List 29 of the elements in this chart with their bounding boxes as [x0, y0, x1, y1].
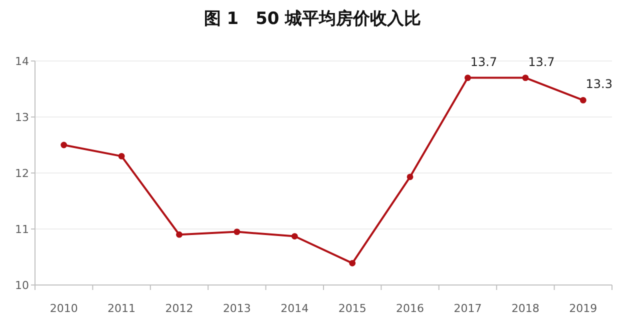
y-tick-label: 10	[15, 279, 29, 292]
data-label: 13.7	[470, 54, 498, 69]
point	[406, 174, 414, 180]
point	[118, 153, 125, 160]
point	[60, 142, 68, 148]
x-tick-label: 2014	[280, 302, 309, 315]
x-tick-label: 2017	[454, 302, 482, 315]
x-tick-label: 2011	[108, 302, 136, 315]
point	[349, 260, 356, 266]
y-tick-label: 12	[15, 167, 29, 180]
y-tick-label: 11	[15, 223, 29, 236]
point	[522, 74, 529, 81]
x-tick-label: 2010	[50, 302, 78, 315]
y-tick-label: 14	[15, 55, 29, 68]
x-tick-label: 2012	[165, 302, 194, 315]
y-tick-label: 13	[15, 111, 29, 124]
chart-title: 图 1 50 城平均房价收入比	[204, 9, 422, 29]
point	[234, 228, 240, 235]
x-tick-label: 2015	[338, 302, 366, 315]
x-tick-label: 2018	[511, 302, 540, 315]
point	[464, 74, 471, 81]
x-tick-label: 2019	[569, 302, 598, 315]
point	[580, 97, 586, 104]
data-label: 13.7	[528, 54, 555, 69]
point	[176, 231, 182, 238]
data-label: 13.3	[586, 77, 613, 92]
x-tick-label: 2016	[396, 302, 424, 315]
point	[291, 233, 298, 240]
x-tick-label: 2013	[222, 302, 251, 315]
